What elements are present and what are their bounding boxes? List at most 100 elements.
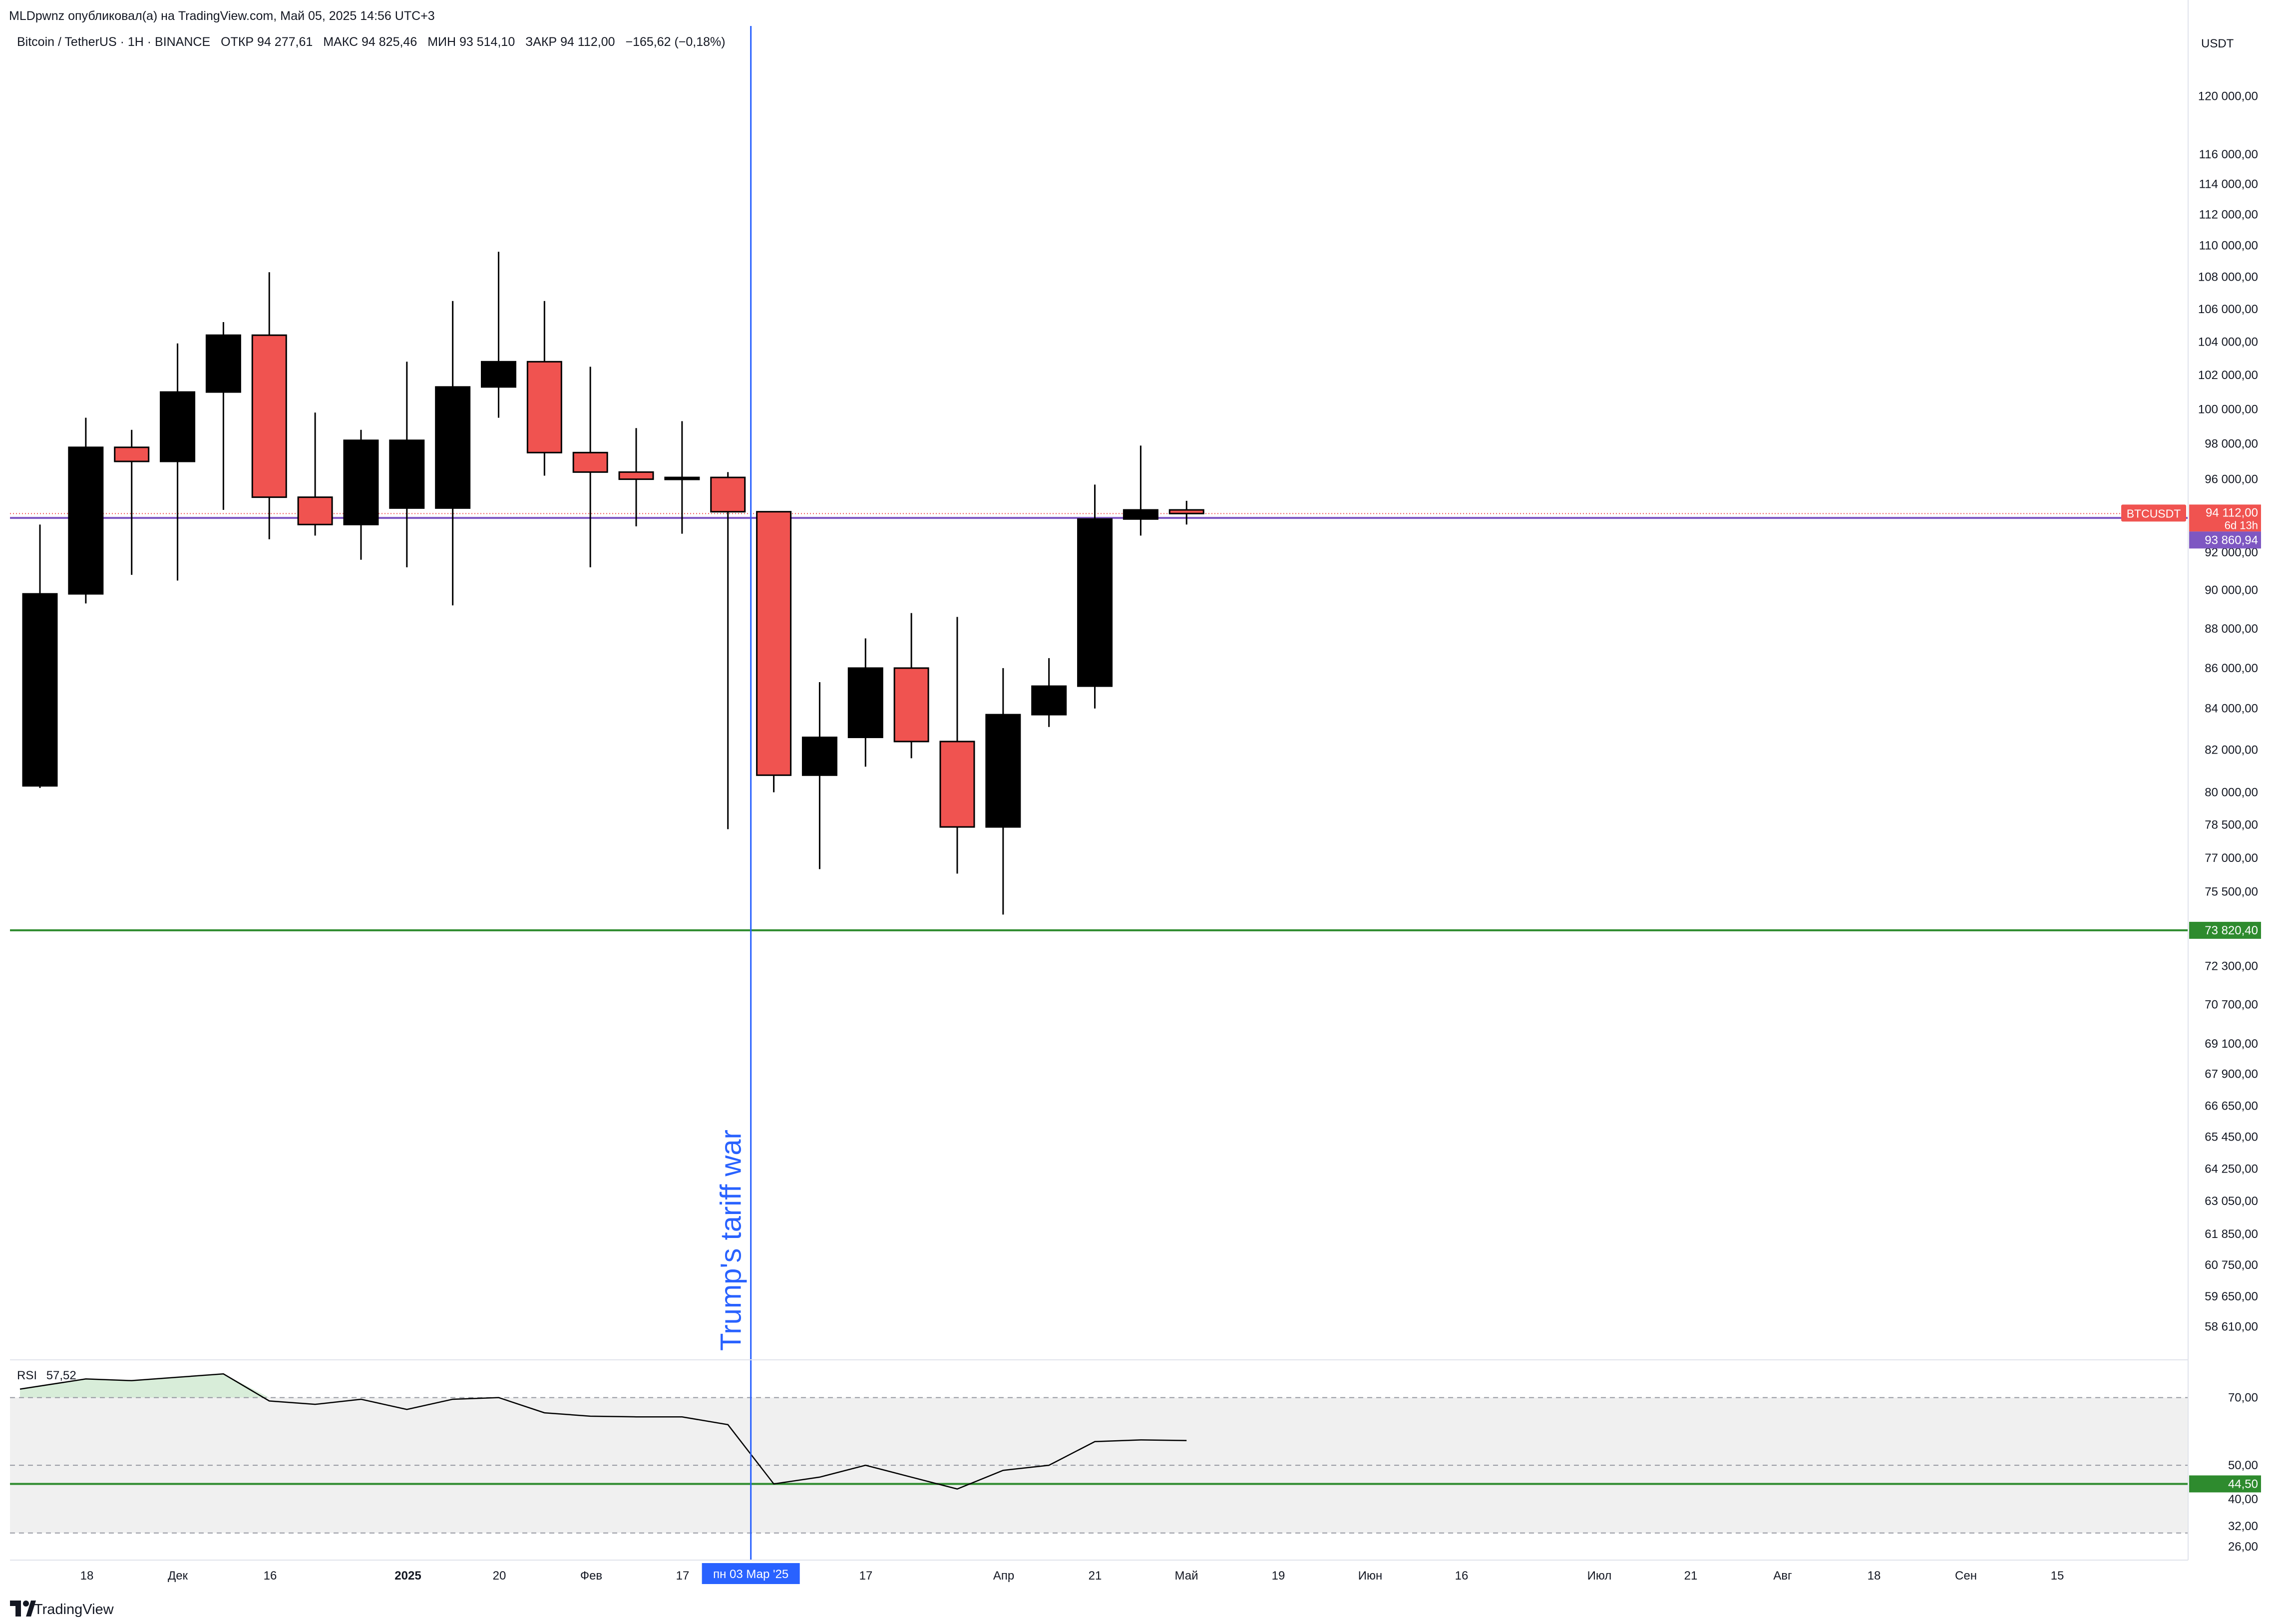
candle	[710, 472, 746, 829]
price-tick-label: 114 000,00	[2199, 178, 2258, 191]
price-tick-label: 80 000,00	[2205, 786, 2258, 800]
price-tick-label: 59 650,00	[2205, 1290, 2258, 1303]
candle-body	[526, 361, 562, 453]
time-axis[interactable]: 18 Дек 16 2025 20 Фев 17 пн 03 Мар '25 17 Апр 21 Ма…	[10, 1359, 2188, 1584]
price-tick-label: 60 750,00	[2205, 1258, 2258, 1272]
close-value: 94 112,00	[560, 35, 615, 49]
currency-label: USDT	[2201, 37, 2234, 50]
time-tick-label: 17	[676, 1569, 690, 1583]
candle-body	[481, 361, 516, 388]
candle	[1123, 445, 1158, 536]
time-tick-label: 15	[2051, 1569, 2064, 1583]
time-tick-label: Авг	[1773, 1569, 1792, 1583]
price-tick-label: 90 000,00	[2205, 584, 2258, 597]
candle	[343, 429, 379, 560]
candle-body	[389, 439, 425, 509]
candle	[68, 417, 104, 604]
candle-body	[939, 741, 975, 828]
price-tick-label: 69 100,00	[2205, 1037, 2258, 1051]
close-label: ЗАКР	[525, 35, 557, 49]
candle-body	[847, 667, 883, 739]
tradingview-logo: TradingView	[10, 1601, 114, 1618]
high-value: 94 825,46	[362, 35, 417, 49]
level-badge-bg	[2189, 531, 2261, 549]
candle-body	[801, 737, 837, 776]
candle	[160, 343, 196, 581]
candle	[297, 412, 333, 536]
price-tick-label: 75 500,00	[2205, 885, 2258, 899]
candle	[893, 613, 929, 759]
time-tick-label: 16	[1455, 1569, 1469, 1583]
price-tick-label: 104 000,00	[2198, 335, 2258, 349]
time-tick-label: 18	[80, 1569, 94, 1583]
level-badge: 93 860,94	[2189, 531, 2261, 549]
price-tick-label: 100 000,00	[2198, 403, 2258, 416]
time-tick-label: 16	[264, 1569, 277, 1583]
candle-body	[1031, 685, 1067, 716]
candles	[22, 252, 1204, 915]
price-tick-label: 82 000,00	[2205, 744, 2258, 757]
main-pane[interactable]	[10, 26, 2188, 1359]
time-tick-label: 21	[1089, 1569, 1102, 1583]
time-tick-label: 18	[1868, 1569, 1881, 1583]
rsi-guide-lines	[10, 1397, 2188, 1534]
level-badge-value: 93 860,94	[2205, 533, 2258, 547]
low-value: 93 514,10	[459, 35, 515, 49]
level-badge: 73 820,40	[2189, 921, 2261, 939]
time-tick-label: Дек	[168, 1569, 188, 1583]
event-vertical-line[interactable]: Trump's tariff war	[715, 26, 752, 1560]
candle-body	[1077, 518, 1113, 687]
time-badge-bg	[702, 1563, 800, 1584]
price-tick-label: 77 000,00	[2205, 851, 2258, 865]
candle	[435, 301, 471, 606]
candle	[618, 428, 654, 527]
candle	[756, 511, 792, 793]
time-tick-label: Май	[1174, 1569, 1198, 1583]
tradingview-logo-text: TradingView	[34, 1602, 114, 1618]
candle-body	[710, 476, 746, 513]
price-axis[interactable]: USDT 120 000,00 116 000,00 114 000,00 112 0…	[2121, 0, 2261, 1560]
rsi-level-badge: 44,50	[2189, 1475, 2261, 1493]
rsi-line	[19, 1373, 1187, 1490]
level-badge-value: 73 820,40	[2205, 924, 2258, 937]
price-badge-countdown: 6d 13h	[2225, 519, 2258, 531]
candle	[205, 322, 241, 510]
candle-body	[68, 446, 104, 595]
price-tick-label: 110 000,00	[2199, 239, 2258, 253]
price-tick-label: 108 000,00	[2198, 271, 2258, 284]
time-tick-label: 17	[859, 1569, 873, 1583]
price-tick-label: 88 000,00	[2205, 622, 2258, 636]
candle-body	[664, 476, 700, 480]
candle	[847, 638, 883, 767]
price-tick-label: 84 000,00	[2205, 702, 2258, 716]
time-tick-label: Апр	[993, 1569, 1014, 1583]
candle	[572, 367, 608, 567]
price-tick-label: 65 450,00	[2205, 1131, 2258, 1144]
rsi-pane[interactable]	[10, 1373, 2188, 1534]
rsi-label: RSI	[17, 1369, 37, 1382]
price-tick-label: 63 050,00	[2205, 1195, 2258, 1208]
rsi-axis-ticks: 70,00 50,00 40,00 32,00 26,00	[2228, 1391, 2258, 1554]
price-tick-label: 78 500,00	[2205, 818, 2258, 832]
price-tick-label: 72 300,00	[2205, 959, 2258, 973]
candle	[1077, 484, 1113, 709]
rsi-legend: RSI 57,52	[17, 1369, 76, 1382]
main-pane-area	[10, 26, 2188, 1359]
candle-body	[756, 511, 792, 776]
price-tick-label: 58 610,00	[2205, 1320, 2258, 1333]
candle-body	[343, 439, 379, 525]
rsi-tick-label: 50,00	[2228, 1459, 2258, 1472]
level-badge-bg	[2189, 921, 2261, 939]
time-tick-label: 2025	[394, 1569, 421, 1583]
candle	[985, 668, 1021, 915]
logo-bar	[10, 1601, 21, 1606]
rsi-tick-label: 32,00	[2228, 1520, 2258, 1533]
price-badge-value: 94 112,00	[2206, 506, 2258, 519]
candle	[22, 524, 58, 788]
candle-body	[1123, 509, 1158, 520]
candle	[251, 272, 287, 539]
symbol-badge-bg	[2121, 504, 2186, 522]
